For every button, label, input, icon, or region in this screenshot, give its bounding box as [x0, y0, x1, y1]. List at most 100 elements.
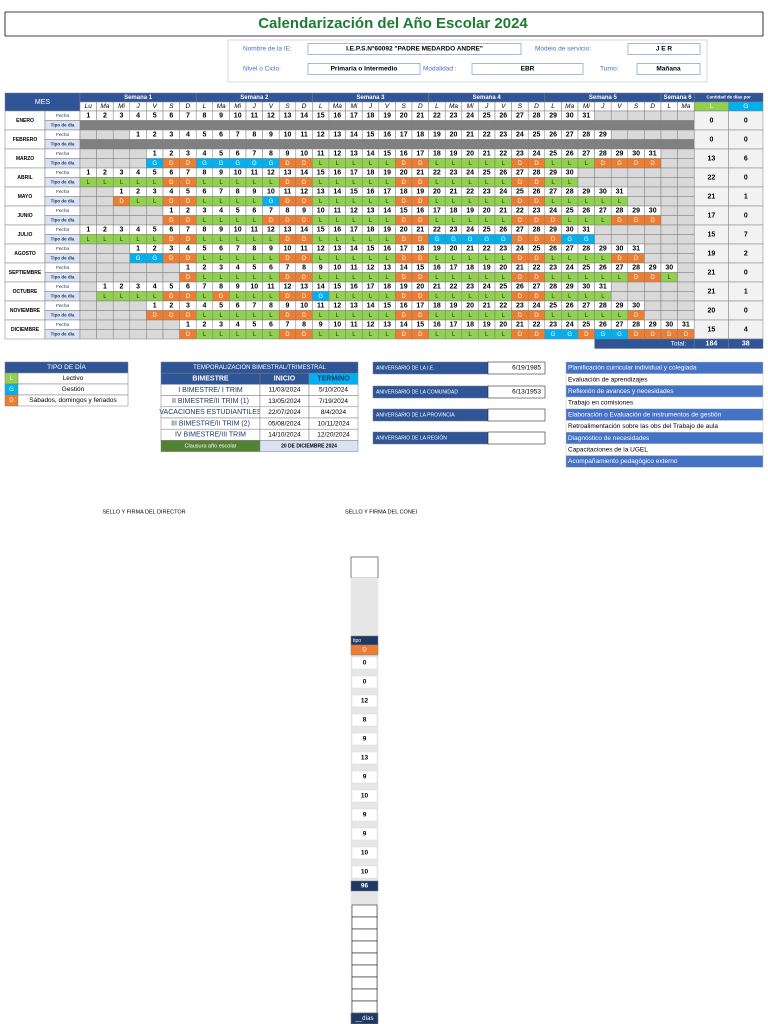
date-number: 1	[120, 189, 124, 196]
extra-value-cell	[351, 751, 378, 765]
date-number: 22	[483, 132, 491, 139]
type-letter: D	[169, 199, 174, 205]
type-letter: D	[551, 218, 556, 224]
type-cell	[461, 139, 479, 150]
date-number: 2	[203, 322, 207, 329]
type-letter: D	[186, 199, 191, 205]
type-letter: L	[452, 199, 456, 205]
count-value: 15	[708, 231, 716, 238]
date-number: 8	[269, 151, 273, 158]
type-letter: G	[318, 294, 323, 300]
date-cell	[79, 129, 97, 140]
day-header-text: J	[600, 103, 605, 110]
day-header-text: Mi	[583, 103, 590, 110]
type-cell	[129, 120, 147, 131]
type-letter: G	[484, 237, 489, 243]
activity-cell	[565, 455, 764, 468]
day-header-text: Mi	[118, 103, 125, 110]
type-letter: L	[336, 218, 340, 224]
date-number: 24	[516, 246, 524, 253]
row-label: Tipo de día	[51, 274, 75, 279]
type-cell	[361, 120, 380, 131]
type-letter: L	[153, 199, 157, 205]
date-number: 23	[450, 170, 458, 177]
date-number: 26	[499, 170, 507, 177]
type-cell	[610, 234, 629, 245]
date-number: 1	[186, 322, 190, 329]
type-cell	[378, 120, 396, 131]
type-letter: L	[452, 294, 456, 300]
row-label: Fecha	[56, 113, 70, 119]
type-cell	[677, 291, 695, 302]
date-number: 11	[284, 189, 292, 196]
date-number: 5	[219, 151, 223, 158]
type-letter: L	[601, 275, 605, 281]
type-cell	[146, 120, 164, 131]
date-number: 13	[317, 189, 325, 196]
date-number: 23	[549, 322, 557, 329]
extra-blank-cell	[351, 940, 378, 954]
type-letter: L	[452, 161, 456, 167]
extra-value-cell	[351, 865, 378, 879]
date-number: 8	[219, 284, 223, 291]
month-name: JULIO	[18, 232, 33, 238]
date-cell	[677, 262, 695, 273]
type-cell	[627, 234, 645, 245]
row-label: Fecha	[56, 303, 70, 309]
week-header-text: Semana 1	[124, 95, 153, 101]
extra-value: 10	[361, 850, 369, 857]
date-cell	[112, 262, 131, 273]
date-cell	[96, 205, 114, 216]
info-value: I.E.P.S.N°60092 "PADRE MEDARDO ANDRE"	[346, 45, 483, 53]
date-number: 7	[186, 113, 190, 120]
row-label: Tipo de día	[51, 122, 75, 127]
type-letter: L	[568, 313, 572, 319]
type-cell	[229, 139, 247, 150]
date-number: 6	[169, 113, 173, 120]
type-letter: D	[402, 237, 407, 243]
row-label: Tipo de día	[51, 141, 75, 146]
date-number: 27	[616, 265, 624, 272]
type-letter: D	[302, 332, 307, 338]
type-letter: L	[618, 199, 622, 205]
info-value: Primaria o Intermedio	[331, 66, 398, 73]
type-cell	[79, 310, 97, 321]
type-cell	[112, 272, 131, 283]
type-letter: L	[253, 180, 257, 186]
row-label: Fecha	[56, 189, 70, 195]
type-letter: L	[319, 161, 323, 167]
type-letter: L	[219, 256, 223, 262]
date-number: 21	[416, 227, 424, 234]
temp-text: IV BIMESTRE/III TRIM	[175, 432, 246, 439]
date-cell	[96, 262, 114, 273]
type-cell	[129, 272, 147, 283]
temp-text: 8/4/2024	[321, 409, 347, 416]
type-letter: G	[501, 237, 506, 243]
type-letter: D	[634, 332, 639, 338]
type-letter: L	[568, 218, 572, 224]
date-number: 28	[533, 113, 541, 120]
day-header-text: V	[153, 103, 158, 110]
date-number: 26	[599, 265, 607, 272]
type-cell	[644, 310, 662, 321]
type-letter: L	[435, 218, 439, 224]
type-letter: G	[269, 161, 274, 167]
day-header-text: D	[534, 103, 539, 110]
activity-text: Reflexión de avances y necesidades	[568, 388, 674, 395]
row-label: Fecha	[56, 151, 70, 157]
date-cell	[660, 243, 678, 254]
extra-blank-cell	[351, 988, 378, 1002]
date-number: 12	[350, 208, 358, 215]
date-cell	[162, 319, 180, 330]
date-number: 16	[333, 170, 341, 177]
date-number: 11	[350, 265, 358, 272]
type-letter: L	[253, 199, 257, 205]
date-number: 1	[86, 227, 90, 234]
extra-blank-cell	[351, 964, 378, 978]
date-number: 4	[153, 284, 157, 291]
date-number: 25	[483, 227, 491, 234]
type-cell	[561, 120, 579, 131]
type-letter: L	[352, 275, 356, 281]
date-cell	[112, 205, 131, 216]
type-cell	[610, 291, 629, 302]
